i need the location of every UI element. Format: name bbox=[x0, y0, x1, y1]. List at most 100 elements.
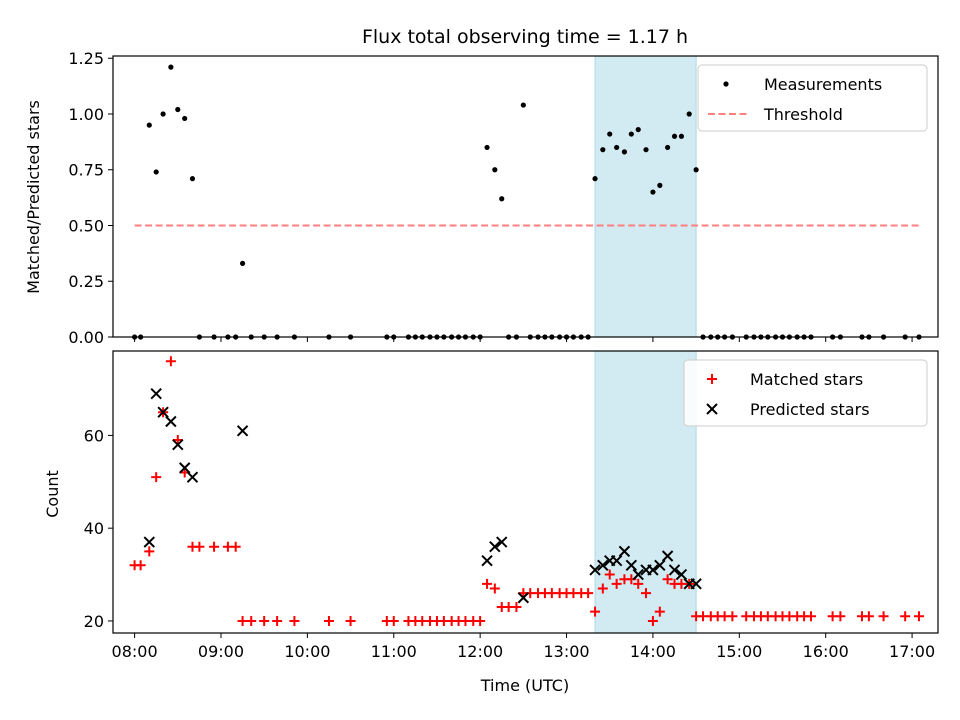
matched-stars-point bbox=[597, 583, 608, 594]
measurements-point bbox=[657, 182, 663, 188]
measurements-legend-handle bbox=[723, 81, 729, 87]
predicted-stars-point bbox=[647, 564, 659, 576]
measurements-point bbox=[614, 144, 620, 151]
measurements-point bbox=[686, 111, 692, 117]
matched-stars-point bbox=[289, 615, 300, 626]
x-tick-label: 16:00 bbox=[803, 642, 849, 661]
predicted-stars-point bbox=[668, 564, 681, 576]
matched-stars-point bbox=[654, 606, 665, 617]
matched-stars-point bbox=[135, 560, 146, 571]
matched-stars-point bbox=[727, 611, 738, 622]
matched-stars-point bbox=[272, 615, 283, 626]
matched-stars-point bbox=[209, 541, 220, 552]
top-y-axis-label: Matched/Predicted stars bbox=[24, 100, 43, 294]
bottom-y-tick-label: 20 bbox=[84, 612, 104, 631]
matched-stars-point bbox=[151, 472, 162, 483]
bottom-y-tick-label: 40 bbox=[84, 519, 104, 538]
top-y-tick-label: 0.75 bbox=[68, 161, 104, 180]
measurements-point bbox=[665, 144, 671, 151]
matched-stars-point bbox=[863, 611, 874, 622]
matched-stars-point bbox=[194, 541, 205, 552]
matched-stars-legend-label: Matched stars bbox=[750, 370, 863, 389]
matched-stars-point bbox=[237, 615, 248, 626]
predicted-stars-point bbox=[517, 592, 530, 604]
x-tick-label: 15:00 bbox=[716, 642, 762, 661]
measurements-point bbox=[520, 102, 526, 108]
predicted-stars-legend-label: Predicted stars bbox=[750, 400, 870, 419]
bottom-y-tick-label: 60 bbox=[84, 426, 104, 445]
x-tick-label: 10:00 bbox=[284, 642, 330, 661]
predicted-stars-point bbox=[150, 387, 162, 400]
predicted-stars-point bbox=[143, 536, 155, 548]
measurements-point bbox=[635, 126, 641, 133]
matched-stars-point bbox=[259, 615, 270, 626]
matched-stars-point bbox=[323, 615, 334, 626]
top-legend-box bbox=[697, 64, 928, 132]
measurements-point bbox=[146, 122, 152, 128]
x-tick-label: 12:00 bbox=[457, 642, 503, 661]
x-tick-label: 13:00 bbox=[543, 642, 589, 661]
measurements-point bbox=[160, 111, 166, 117]
predicted-stars-point bbox=[165, 415, 177, 428]
measurements-point bbox=[168, 64, 174, 70]
measurements-point bbox=[592, 176, 598, 182]
top-y-tick-label: 1.00 bbox=[68, 105, 104, 124]
matched-stars-point bbox=[345, 615, 356, 626]
matched-stars-point bbox=[583, 588, 594, 599]
measurements-point bbox=[239, 260, 246, 267]
predicted-stars-point bbox=[496, 536, 508, 548]
bottom-y-axis-label: Count bbox=[43, 470, 62, 518]
measurements-point bbox=[153, 169, 159, 175]
x-tick-label: 17:00 bbox=[889, 642, 935, 661]
matched-stars-point bbox=[913, 611, 924, 622]
matched-stars-point bbox=[806, 611, 817, 622]
matched-stars-point bbox=[246, 615, 257, 626]
matched-stars-point bbox=[611, 578, 622, 589]
predicted-stars-point bbox=[597, 559, 609, 571]
measurements-point bbox=[628, 131, 634, 137]
measurements-point bbox=[607, 131, 613, 137]
measurements-point bbox=[484, 144, 490, 151]
chart-title: Flux total observing time = 1.17 h bbox=[362, 26, 688, 48]
predicted-stars-point bbox=[661, 550, 674, 562]
predicted-stars-point bbox=[632, 568, 644, 581]
x-tick-label: 14:00 bbox=[630, 642, 676, 661]
predicted-stars-point bbox=[625, 559, 638, 571]
measurements-point bbox=[678, 133, 685, 139]
threshold-legend-label: Threshold bbox=[763, 105, 843, 124]
matched-stars-point bbox=[835, 611, 846, 622]
matched-stars-point bbox=[489, 583, 500, 594]
measurements-point bbox=[671, 133, 678, 139]
predicted-stars-point bbox=[654, 559, 666, 571]
x-tick-label: 09:00 bbox=[198, 642, 244, 661]
top-y-tick-label: 1.25 bbox=[68, 49, 104, 68]
top-plot-frame bbox=[112, 55, 939, 338]
matched-stars-point bbox=[590, 606, 601, 617]
matched-stars-point bbox=[388, 615, 399, 626]
predicted-stars-point bbox=[178, 462, 191, 474]
matched-stars-point bbox=[511, 602, 522, 613]
predicted-stars-legend-handle bbox=[706, 403, 718, 415]
matched-stars-point bbox=[647, 615, 658, 626]
predicted-stars-point bbox=[172, 438, 184, 451]
measurements-point bbox=[693, 167, 699, 173]
matched-stars-point bbox=[604, 569, 615, 580]
matched-stars-point bbox=[144, 546, 155, 557]
predicted-stars-point bbox=[610, 554, 623, 567]
bottom-shaded-region bbox=[594, 350, 697, 634]
matched-stars-point bbox=[878, 611, 889, 622]
matched-stars-point bbox=[900, 611, 911, 622]
measurements-point bbox=[492, 167, 498, 173]
matched-stars-legend-handle bbox=[707, 374, 717, 384]
top-y-tick-label: 0.00 bbox=[68, 328, 104, 347]
measurements-point bbox=[499, 196, 505, 202]
matched-stars-point bbox=[641, 588, 652, 599]
predicted-stars-point bbox=[157, 406, 169, 418]
top-y-tick-label: 0.25 bbox=[68, 272, 104, 291]
measurements-point bbox=[650, 189, 656, 195]
x-tick-label: 11:00 bbox=[371, 642, 417, 661]
matched-stars-point bbox=[475, 615, 486, 626]
predicted-stars-point bbox=[236, 425, 249, 437]
bottom-legend-box bbox=[683, 359, 928, 427]
